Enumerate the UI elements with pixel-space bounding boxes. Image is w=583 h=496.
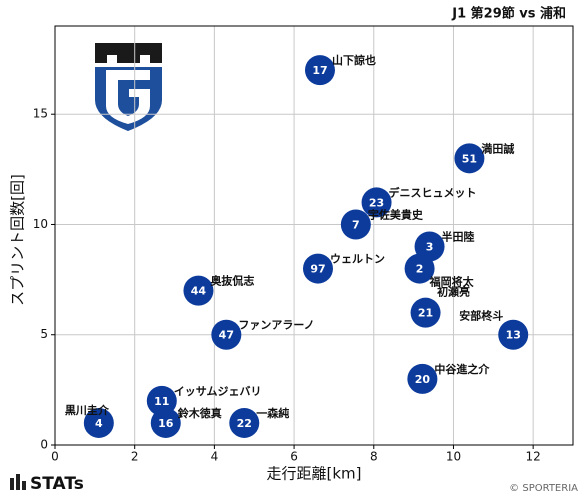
point xyxy=(304,55,335,86)
x-tick-label: 10 xyxy=(446,450,461,464)
point-label: 黒川圭介 xyxy=(65,403,110,417)
point-number: 47 xyxy=(219,329,234,342)
point-number: 20 xyxy=(415,373,431,386)
point-number: 97 xyxy=(310,263,325,276)
point-label: ファンアラーノ xyxy=(238,319,314,332)
point-number: 16 xyxy=(158,417,174,430)
stats-logo: STATs xyxy=(10,474,84,494)
point-label: 宇佐美貴史 xyxy=(368,207,424,221)
point-label: ウェルトン xyxy=(330,253,385,266)
point-number: 4 xyxy=(95,417,103,430)
x-tick-label: 2 xyxy=(131,450,139,464)
point-number: 11 xyxy=(154,395,169,408)
point-label: 満田誠 xyxy=(481,141,514,155)
x-tick-label: 0 xyxy=(51,450,59,464)
x-tick-label: 8 xyxy=(370,450,378,464)
point xyxy=(83,407,114,438)
point-number: 13 xyxy=(506,329,521,342)
logo-shield xyxy=(95,43,162,131)
point-label: 福岡将太 xyxy=(429,275,475,289)
point-label: 半田陸 xyxy=(442,230,475,244)
point xyxy=(150,407,181,438)
point xyxy=(407,363,438,394)
point xyxy=(498,319,529,350)
point-label: 山下諒也 xyxy=(332,53,376,67)
point-number: 23 xyxy=(369,196,384,209)
y-tick-label: 15 xyxy=(33,107,48,121)
point xyxy=(183,275,214,306)
point-label: デニスヒュメット xyxy=(389,185,477,199)
point-number: 51 xyxy=(462,152,477,165)
y-tick-label: 5 xyxy=(40,327,48,341)
point-number: 7 xyxy=(352,218,360,231)
y-tick-label: 0 xyxy=(40,438,48,452)
point-number: 22 xyxy=(237,417,252,430)
point-label: 鈴木徳真 xyxy=(178,406,222,420)
point-label: 初瀬亮 xyxy=(437,285,470,299)
point-number: 2 xyxy=(416,263,424,276)
point xyxy=(361,187,392,218)
x-tick-label: 4 xyxy=(211,450,219,464)
chart-title: J1 第29節 vs 浦和 xyxy=(451,6,566,22)
point-number: 44 xyxy=(191,285,207,298)
point-number: 21 xyxy=(418,307,433,320)
point-label: イッサムジェバリ xyxy=(174,385,262,398)
point-number: 17 xyxy=(312,64,327,77)
point xyxy=(211,319,242,350)
point xyxy=(410,297,441,328)
y-axis-label: スプリント回数[回] xyxy=(9,174,27,306)
x-tick-label: 12 xyxy=(526,450,541,464)
x-axis-label: 走行距離[km] xyxy=(266,465,361,483)
point xyxy=(340,209,371,240)
point-label: 一森純 xyxy=(256,406,289,420)
point xyxy=(404,253,435,284)
point-label: 安部柊斗 xyxy=(459,309,503,323)
point-number: 3 xyxy=(426,241,434,254)
point xyxy=(454,143,485,174)
x-tick-label: 6 xyxy=(290,450,298,464)
plot-frame xyxy=(54,25,574,446)
credit: © SPORTERIA xyxy=(509,483,578,494)
point xyxy=(302,253,333,284)
point-label: 奥抜侃志 xyxy=(209,274,254,288)
logo-text: STATs xyxy=(30,474,84,494)
point-label: 中谷進之介 xyxy=(434,362,490,376)
y-tick-label: 10 xyxy=(33,217,48,231)
point xyxy=(229,407,260,438)
